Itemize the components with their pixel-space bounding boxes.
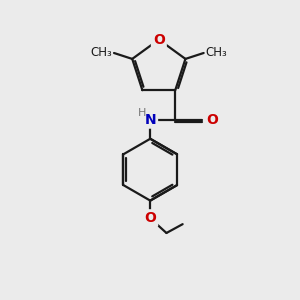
Text: O: O <box>144 211 156 225</box>
Text: O: O <box>206 112 218 127</box>
Text: O: O <box>153 33 165 46</box>
Text: CH₃: CH₃ <box>205 46 227 59</box>
Text: CH₃: CH₃ <box>91 46 112 59</box>
Text: H: H <box>138 108 146 118</box>
Text: N: N <box>144 112 156 127</box>
